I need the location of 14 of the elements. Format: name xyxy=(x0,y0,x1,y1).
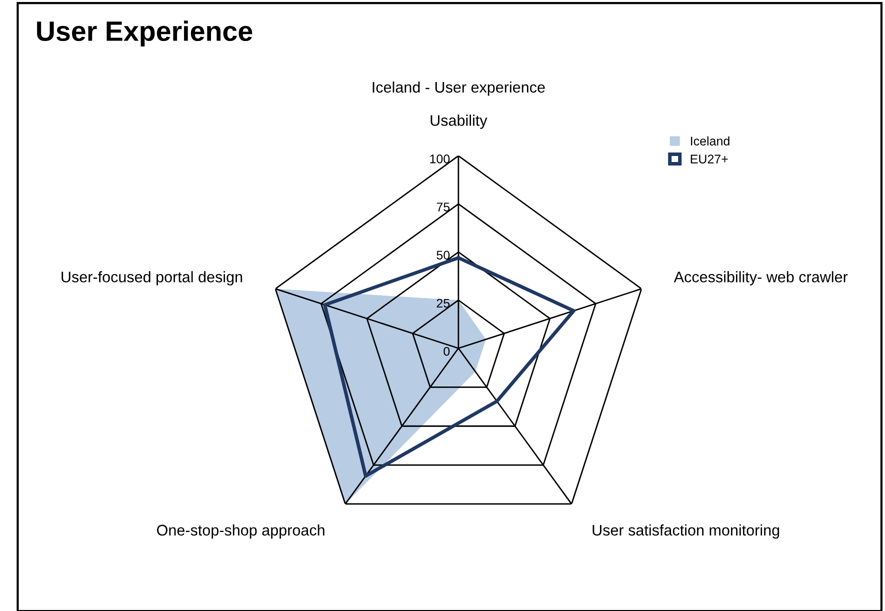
y-tick-label: 50 xyxy=(436,250,450,260)
y-tick-label: 0 xyxy=(444,346,450,356)
spoke-label: One-stop-shop approach xyxy=(157,524,324,539)
chart-title: User Experience xyxy=(37,20,252,47)
y-tick-label: 25 xyxy=(436,298,450,308)
legend-label: EU27+ xyxy=(690,154,728,164)
spoke-label: Usability xyxy=(430,114,488,129)
spoke-label: User-focused portal design xyxy=(62,271,242,286)
y-tick-label: 75 xyxy=(436,202,450,212)
spoke-label: Accessibility- web crawler xyxy=(674,271,848,286)
legend-label: Iceland xyxy=(691,136,730,146)
spoke-label: User satisfaction monitoring xyxy=(592,524,780,539)
y-tick-label: 100 xyxy=(430,154,450,164)
chart-subtitle: Iceland - User experience xyxy=(372,81,545,96)
